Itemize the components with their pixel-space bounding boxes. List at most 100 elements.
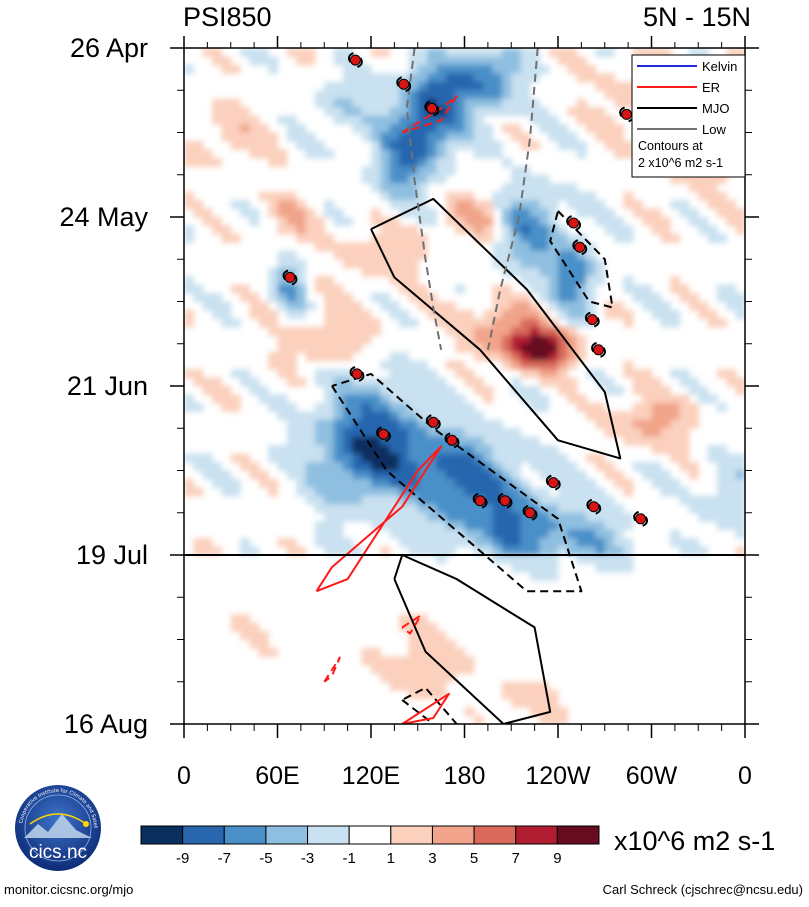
heatmap-cell	[399, 174, 409, 184]
cyclone-icon	[584, 311, 600, 328]
heatmap-cell	[445, 166, 456, 176]
heatmap-cell	[455, 470, 466, 480]
heatmap-cell	[324, 293, 335, 303]
mjo-contour	[393, 554, 552, 724]
heatmap-cell	[670, 529, 681, 539]
heatmap-cell	[455, 411, 466, 421]
heatmap-cell	[511, 326, 522, 336]
heatmap-cell	[501, 157, 512, 167]
heatmap-cell	[548, 495, 559, 505]
heatmap-cell	[408, 428, 419, 438]
heatmap-cell	[735, 504, 745, 514]
heatmap-cell	[501, 301, 512, 311]
heatmap-cell	[614, 512, 625, 522]
heatmap-cell	[389, 73, 400, 83]
heatmap-cell	[726, 521, 737, 531]
heatmap-cell	[511, 487, 522, 497]
heatmap-cell	[399, 419, 409, 429]
heatmap-cell	[501, 690, 512, 700]
heatmap-cell	[735, 487, 745, 497]
heatmap-cell	[511, 538, 522, 548]
heatmap-cell	[417, 242, 428, 252]
heatmap-cell	[623, 428, 634, 438]
heatmap-cell	[520, 191, 531, 201]
heatmap-cell	[473, 233, 484, 243]
heatmap-cell	[333, 309, 344, 319]
heatmap-cell	[716, 293, 727, 303]
heatmap-cell	[399, 394, 409, 404]
heatmap-cell	[529, 301, 540, 311]
heatmap-cell	[389, 504, 400, 514]
heatmap-cell	[314, 225, 325, 235]
heatmap-cell	[268, 191, 279, 201]
heatmap-cell	[492, 470, 503, 480]
heatmap-cell	[492, 73, 503, 83]
heatmap-cell	[212, 386, 222, 396]
footer-url-link[interactable]: monitor.cicsnc.org/mjo	[4, 882, 134, 897]
heatmap-cell	[258, 478, 269, 488]
heatmap-cell	[529, 538, 540, 548]
heatmap-cell	[660, 394, 671, 404]
heatmap-cell	[492, 140, 503, 150]
heatmap-cell	[314, 428, 325, 438]
heatmap-cell	[716, 445, 727, 455]
heatmap-cell	[417, 690, 428, 700]
heatmap-cell	[586, 411, 596, 421]
heatmap-cell	[595, 563, 606, 573]
heatmap-cell	[314, 521, 325, 531]
heatmap-cell	[576, 521, 587, 531]
heatmap-cell	[417, 64, 428, 74]
heatmap-cell	[352, 512, 363, 522]
heatmap-cell	[361, 647, 372, 657]
heatmap-cell	[716, 453, 727, 463]
heatmap-cell	[296, 132, 307, 142]
heatmap-cell	[333, 56, 344, 66]
y-tick-label: 21 Jun	[67, 371, 148, 401]
heatmap-cell	[614, 81, 625, 91]
heatmap-cell	[352, 546, 363, 556]
heatmap-cell	[436, 673, 447, 683]
heatmap-cell	[296, 377, 307, 387]
heatmap-cell	[595, 521, 606, 531]
heatmap-cell	[623, 512, 634, 522]
heatmap-cell	[604, 140, 615, 150]
heatmap-cell	[614, 132, 625, 142]
heatmap-cell	[380, 107, 391, 117]
y-tick-label: 24 May	[59, 202, 148, 232]
heatmap-cell	[361, 470, 372, 480]
cyclone-icon	[522, 504, 538, 521]
heatmap-cell	[473, 81, 484, 91]
heatmap-cell	[305, 140, 316, 150]
heatmap-cell	[417, 673, 428, 683]
cyclone-dot	[378, 428, 389, 440]
heatmap-cell	[389, 453, 400, 463]
heatmap-cell	[296, 56, 307, 66]
heatmap-cell	[333, 369, 344, 379]
heatmap-cell	[417, 73, 428, 83]
heatmap-cell	[735, 377, 745, 387]
heatmap-cell	[632, 419, 643, 429]
heatmap-cell	[539, 183, 550, 193]
heatmap-cell	[427, 681, 438, 691]
heatmap-cell	[492, 546, 503, 556]
heatmap-cell	[408, 512, 419, 522]
chart-title-right: 5N - 15N	[642, 2, 751, 32]
heatmap-cell	[520, 276, 531, 286]
heatmap-cell	[184, 157, 194, 167]
cyclone-dot	[568, 217, 580, 229]
heatmap-cell	[576, 208, 587, 218]
heatmap-cell	[679, 377, 690, 387]
heatmap-cell	[576, 546, 587, 556]
heatmap-cell	[539, 250, 550, 260]
heatmap-cell	[473, 217, 484, 227]
heatmap-cell	[483, 462, 494, 472]
heatmap-cell	[427, 64, 438, 74]
heatmap-cell	[314, 411, 325, 421]
heatmap-cell	[380, 191, 391, 201]
heatmap-cell	[604, 563, 615, 573]
heatmap-cell	[258, 309, 269, 319]
heatmap-cell	[389, 157, 400, 167]
heatmap-cell	[380, 157, 391, 167]
heatmap-cell	[417, 631, 428, 641]
heatmap-cell	[567, 478, 578, 488]
